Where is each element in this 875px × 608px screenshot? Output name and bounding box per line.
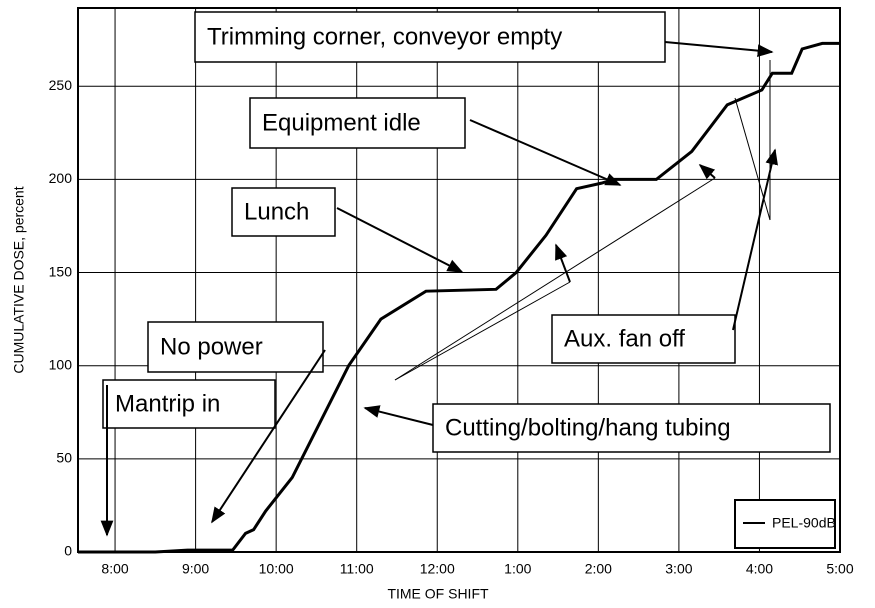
y-tick-label: 50 bbox=[56, 450, 72, 466]
y-tick-label: 0 bbox=[64, 543, 72, 559]
annotation-box bbox=[551, 314, 736, 364]
y-tick-label: 250 bbox=[49, 77, 73, 93]
annotation-text: Mantrip in bbox=[115, 390, 220, 417]
annotation-text: No power bbox=[160, 333, 263, 360]
annotation-box bbox=[249, 97, 466, 149]
leader-line bbox=[734, 97, 771, 221]
y-tick-label: 200 bbox=[49, 170, 73, 186]
legend-label: PEL-90dB bbox=[772, 515, 836, 531]
annotation-box bbox=[102, 379, 276, 429]
x-tick-label: 10:00 bbox=[259, 561, 294, 577]
annotation-arrow bbox=[363, 405, 434, 426]
annotation-box bbox=[231, 187, 336, 237]
annotation-box bbox=[432, 403, 831, 453]
x-axis-label: TIME OF SHIFT bbox=[387, 586, 489, 602]
annotation-arrow bbox=[664, 41, 774, 58]
annotation-text: Lunch bbox=[244, 198, 309, 225]
x-tick-label: 2:00 bbox=[585, 561, 612, 577]
annotation-text: Aux. fan off bbox=[564, 325, 685, 352]
y-tick-label: 100 bbox=[49, 356, 73, 372]
annotation-box bbox=[194, 11, 666, 63]
y-axis-label: CUMULATIVE DOSE, percent bbox=[11, 186, 27, 373]
annotation-text: Equipment idle bbox=[262, 109, 421, 136]
data-line bbox=[78, 41, 840, 554]
annotation-arrow bbox=[732, 148, 778, 331]
plot-frame bbox=[77, 7, 841, 553]
x-tick-label: 8:00 bbox=[101, 561, 128, 577]
y-tick-label: 150 bbox=[49, 263, 73, 279]
annotation-arrow bbox=[555, 243, 571, 283]
annotation-arrow bbox=[698, 163, 716, 180]
annotation-arrow bbox=[211, 349, 326, 524]
leader-line bbox=[394, 281, 571, 381]
annotation-text: Cutting/bolting/hang tubing bbox=[445, 414, 731, 441]
x-tick-label: 4:00 bbox=[746, 561, 773, 577]
x-tick-label: 5:00 bbox=[826, 561, 853, 577]
annotation-box bbox=[147, 321, 324, 373]
x-tick-label: 11:00 bbox=[340, 561, 374, 577]
annotation-arrow bbox=[336, 207, 464, 273]
x-tick-label: 9:00 bbox=[182, 561, 209, 577]
leader-line bbox=[394, 177, 716, 381]
x-tick-label: 3:00 bbox=[665, 561, 692, 577]
annotation-text: Trimming corner, conveyor empty bbox=[207, 23, 562, 50]
x-tick-label: 12:00 bbox=[420, 561, 455, 577]
annotation-arrow bbox=[469, 119, 622, 186]
x-tick-label: 1:00 bbox=[504, 561, 531, 577]
